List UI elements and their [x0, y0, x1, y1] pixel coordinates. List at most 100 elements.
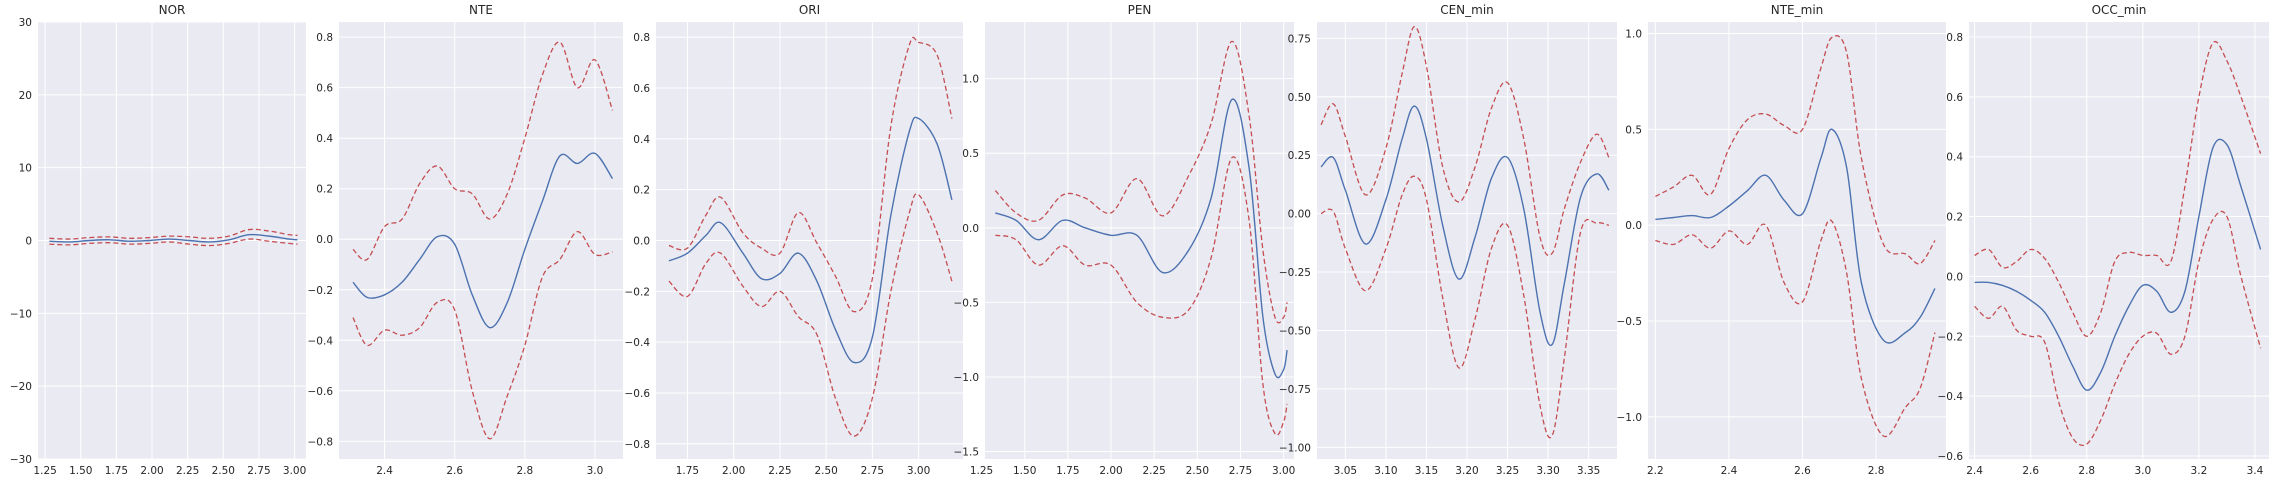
x-tick-label: 3.00	[1272, 465, 1295, 477]
mean-line	[668, 116, 953, 364]
x-tick-label: 1.75	[676, 465, 699, 477]
x-tick-label: 1.25	[33, 465, 56, 477]
mean-line	[1974, 138, 2262, 391]
plot-area	[1969, 22, 2269, 459]
upper-bound-line	[1974, 40, 2262, 337]
y-tick-label: −0.4	[308, 335, 334, 347]
mean-line	[1320, 105, 1610, 347]
y-tick-label: −0.50	[1279, 325, 1311, 337]
y-tick-label: −0.4	[1938, 391, 1964, 403]
y-tick-label: 0.6	[316, 83, 333, 95]
x-tick-label: 1.75	[1056, 465, 1079, 477]
x-tick-label: 2.8	[516, 465, 533, 477]
x-tick-label: 2.00	[722, 465, 745, 477]
x-tick-label: 2.6	[446, 465, 463, 477]
y-tick-label: −0.6	[308, 386, 334, 398]
y-tick-label: −0.4	[625, 337, 651, 349]
series-group	[1655, 35, 1936, 438]
x-tick-label: 3.0	[2134, 465, 2151, 477]
y-tick-label: 10	[19, 163, 32, 175]
lower-bound-line	[1320, 175, 1610, 439]
x-tick-label: 2.25	[768, 465, 791, 477]
series-group	[352, 41, 614, 440]
x-tick-label: 2.8	[2078, 465, 2095, 477]
lower-bound-line	[352, 231, 613, 440]
y-tick-label: 0	[25, 236, 32, 248]
lower-bound-line	[49, 238, 298, 247]
plot-area	[339, 22, 623, 459]
y-tick-label: −0.2	[308, 285, 334, 297]
y-tick-label: 0.00	[1288, 209, 1311, 221]
x-tick-label: 3.2	[2191, 465, 2208, 477]
y-tick-label: −0.8	[625, 439, 651, 451]
y-tick-label: −0.6	[1938, 451, 1964, 463]
y-tick-label: 0.25	[1288, 150, 1311, 162]
x-tick-label: 2.2	[1647, 465, 1664, 477]
upper-bound-line	[352, 41, 614, 261]
series-group	[1320, 26, 1610, 439]
subplot-occ-min: OCC_min 2.4 2.6 2.8 3.0 3.2 3.4 −0.6 −0.4 −0.2 0.0…	[1938, 3, 2269, 477]
lower-bound-line	[995, 156, 1288, 436]
y-tick-label: −0.75	[1279, 384, 1311, 396]
x-tick-label: 2.4	[376, 465, 393, 477]
subplot-title: NTE_min	[1771, 3, 1824, 17]
y-tick-label: −0.8	[308, 436, 334, 448]
x-tick-label: 3.15	[1415, 465, 1438, 477]
y-tick-label: 0.0	[633, 236, 650, 248]
y-tick-label: 0.6	[1946, 92, 1963, 104]
subplot-title: OCC_min	[2092, 3, 2147, 17]
mean-line	[49, 233, 298, 243]
subplot-ori: ORI 1.75 2.00 2.25 2.50 2.75 3.00 −0.8 −0.6 −0.4 −…	[625, 3, 963, 477]
y-tick-label: −0.6	[625, 388, 651, 400]
subplot-cen-min: CEN_min 3.05 3.10 3.15 3.20 3.25 3.30 3.35 −1.00…	[1279, 3, 1617, 477]
subplot-nor: NOR 1.25 1.50 1.75 2.00 2.25 2.50 2.75 3.00 −30 −2…	[10, 3, 306, 477]
y-tick-label: 0.0	[316, 234, 333, 246]
series-group	[49, 228, 298, 247]
subplot-title: PEN	[1128, 3, 1152, 17]
x-tick-label: 2.75	[1229, 465, 1252, 477]
y-tick-label: −0.5	[1617, 316, 1643, 328]
subplot-title: NTE	[469, 3, 493, 17]
x-tick-label: 2.50	[212, 465, 235, 477]
y-tick-label: 0.5	[1625, 124, 1642, 136]
x-tick-label: 2.4	[1721, 465, 1738, 477]
x-tick-label: 2.8	[1868, 465, 1885, 477]
mean-line	[352, 152, 614, 329]
y-tick-label: −10	[10, 308, 32, 320]
y-tick-label: 0.0	[1946, 271, 1963, 283]
y-tick-label: 0.6	[633, 83, 650, 95]
mean-line	[995, 98, 1288, 379]
mean-line	[1655, 128, 1936, 344]
plot-area	[1648, 22, 1946, 459]
x-tick-label: 2.25	[176, 465, 199, 477]
x-tick-label: 3.4	[2247, 465, 2264, 477]
subplot-nte-min: NTE_min 2.2 2.4 2.6 2.8 −1.0 −0.5 0.0 0.5 1.0	[1617, 3, 1946, 477]
subplot-title: NOR	[159, 3, 186, 17]
series-group	[668, 36, 953, 437]
x-tick-label: 2.00	[140, 465, 163, 477]
x-tick-label: 3.35	[1577, 465, 1600, 477]
x-tick-label: 1.50	[69, 465, 92, 477]
subplot-nte: NTE 2.4 2.6 2.8 3.0 −0.8 −0.6 −0.4 −0.2 0.0 0.2 0.4…	[308, 3, 623, 477]
upper-bound-line	[1655, 35, 1936, 265]
x-tick-label: 3.10	[1374, 465, 1397, 477]
y-tick-label: 0.8	[633, 32, 650, 44]
y-tick-label: 20	[19, 90, 32, 102]
subplot-pen: PEN 1.25 1.50 1.75 2.00 2.25 2.50 2.75 3.00 −1.5 −…	[954, 3, 1296, 477]
x-tick-label: 2.4	[1966, 465, 1983, 477]
subplot-title: CEN_min	[1440, 3, 1494, 17]
y-tick-label: 1.0	[1625, 29, 1642, 41]
x-tick-label: 3.30	[1536, 465, 1559, 477]
y-tick-label: 0.0	[962, 223, 979, 235]
x-tick-label: 3.25	[1496, 465, 1519, 477]
x-tick-label: 2.6	[1794, 465, 1811, 477]
y-tick-label: −0.2	[1938, 331, 1964, 343]
y-tick-label: −1.5	[954, 447, 980, 459]
x-tick-label: 3.20	[1455, 465, 1478, 477]
y-tick-label: 0.8	[316, 32, 333, 44]
x-tick-label: 2.75	[861, 465, 884, 477]
x-tick-label: 3.00	[907, 465, 930, 477]
y-tick-label: 0.4	[1946, 152, 1963, 164]
y-tick-label: 0.4	[633, 134, 650, 146]
